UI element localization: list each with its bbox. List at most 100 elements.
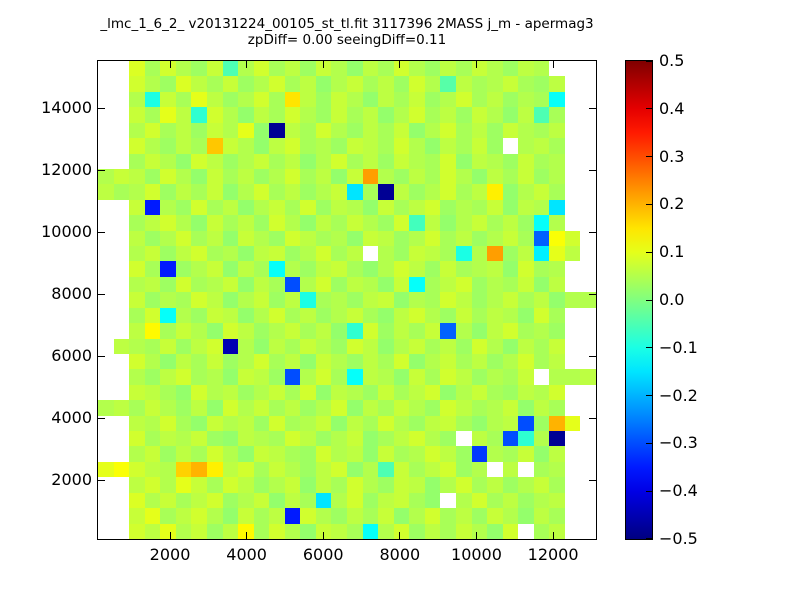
heatmap-cell xyxy=(223,493,238,508)
heatmap-cell xyxy=(254,107,269,123)
heatmap-cell xyxy=(269,154,285,169)
heatmap-cell xyxy=(191,369,207,385)
heatmap-cell xyxy=(285,308,300,323)
heatmap-cell xyxy=(409,200,425,215)
heatmap-cell xyxy=(191,292,207,308)
heatmap-cell xyxy=(440,107,456,123)
heatmap-cell xyxy=(300,169,316,184)
heatmap-cell xyxy=(394,292,409,308)
heatmap-cell xyxy=(425,215,440,231)
heatmap-cell xyxy=(549,477,565,493)
heatmap-cell xyxy=(207,277,223,292)
heatmap-cell xyxy=(409,508,425,524)
heatmap-cell xyxy=(456,231,472,246)
heatmap-cell xyxy=(285,323,300,339)
heatmap-cell xyxy=(254,277,269,292)
heatmap-cell xyxy=(285,107,300,123)
heatmap-cell xyxy=(300,138,316,154)
heatmap-cell xyxy=(378,154,394,169)
heatmap-cell xyxy=(254,354,269,369)
heatmap-cell xyxy=(549,154,565,169)
heatmap-cell xyxy=(223,246,238,261)
heatmap-cell xyxy=(378,339,394,354)
heatmap-cell xyxy=(316,416,331,431)
heatmap-cell xyxy=(347,323,363,339)
heatmap-cell xyxy=(394,200,409,215)
heatmap-cell xyxy=(534,524,549,539)
heatmap-cell xyxy=(487,154,503,169)
heatmap-cell xyxy=(347,524,363,539)
heatmap-cell xyxy=(347,92,363,107)
heatmap-cell xyxy=(269,215,285,231)
heatmap-cell xyxy=(518,123,534,138)
heatmap-cell xyxy=(549,431,565,446)
heatmap-cell xyxy=(456,246,472,261)
heatmap-cell xyxy=(176,277,191,292)
heatmap-cell xyxy=(300,200,316,215)
heatmap-cell xyxy=(378,308,394,323)
heatmap-cell xyxy=(285,61,300,76)
heatmap-cell xyxy=(378,400,394,416)
heatmap-cell xyxy=(331,385,347,400)
heatmap-cell xyxy=(518,169,534,184)
heatmap-cell xyxy=(238,169,254,184)
heatmap-cell xyxy=(160,462,176,477)
heatmap-cell xyxy=(534,200,549,215)
heatmap-cell xyxy=(269,92,285,107)
heatmap-cell xyxy=(129,61,145,76)
heatmap-cell xyxy=(472,76,487,92)
heatmap-cell xyxy=(269,524,285,539)
heatmap-cell xyxy=(223,323,238,339)
heatmap-cell xyxy=(503,446,518,462)
heatmap-cell xyxy=(503,123,518,138)
heatmap-cell xyxy=(487,308,503,323)
heatmap-cell xyxy=(456,462,472,477)
heatmap-cell xyxy=(394,416,409,431)
heatmap-cell xyxy=(518,323,534,339)
heatmap-cell xyxy=(129,385,145,400)
heatmap-cell xyxy=(472,292,487,308)
heatmap-cell xyxy=(254,246,269,261)
colorbar-tick-label: 0.3 xyxy=(659,146,685,166)
heatmap-cell xyxy=(363,231,378,246)
heatmap-cell xyxy=(331,462,347,477)
heatmap-cell xyxy=(254,92,269,107)
heatmap-cell xyxy=(409,477,425,493)
heatmap-cell xyxy=(347,354,363,369)
heatmap-cell xyxy=(440,200,456,215)
heatmap-cell xyxy=(176,354,191,369)
heatmap-cell xyxy=(363,308,378,323)
heatmap-cell xyxy=(300,400,316,416)
heatmap-cell xyxy=(285,339,300,354)
heatmap-cell xyxy=(129,508,145,524)
heatmap-cell xyxy=(347,169,363,184)
heatmap-cell xyxy=(534,184,549,200)
heatmap-cell xyxy=(440,261,456,277)
heatmap-cell xyxy=(472,385,487,400)
heatmap-cell xyxy=(98,184,114,200)
heatmap-cell xyxy=(394,277,409,292)
heatmap-cell xyxy=(160,323,176,339)
heatmap-cell xyxy=(378,292,394,308)
heatmap-cell xyxy=(300,323,316,339)
heatmap-cell xyxy=(487,369,503,385)
heatmap-cell xyxy=(191,277,207,292)
heatmap-cell xyxy=(518,292,534,308)
heatmap-cell xyxy=(176,462,191,477)
heatmap-cell xyxy=(440,416,456,431)
heatmap-cell xyxy=(456,524,472,539)
heatmap-cell xyxy=(191,431,207,446)
heatmap-cell xyxy=(316,215,331,231)
heatmap-cell xyxy=(316,385,331,400)
heatmap-cell xyxy=(347,431,363,446)
heatmap-cell xyxy=(487,400,503,416)
heatmap-cell xyxy=(363,76,378,92)
heatmap-cell xyxy=(160,184,176,200)
heatmap-cell xyxy=(378,123,394,138)
heatmap-cell xyxy=(160,292,176,308)
heatmap-cell xyxy=(534,431,549,446)
heatmap-cell xyxy=(238,508,254,524)
heatmap-cell xyxy=(331,477,347,493)
heatmap-cell xyxy=(207,400,223,416)
heatmap-cell xyxy=(129,76,145,92)
